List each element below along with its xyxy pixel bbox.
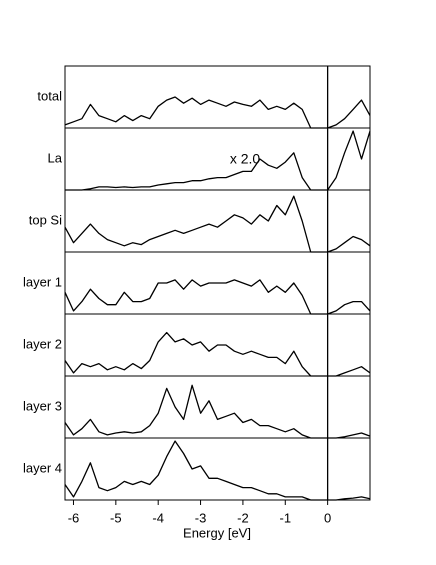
panel-frame xyxy=(64,375,371,439)
x-tick-label: -1 xyxy=(279,510,291,525)
annotation: x 2.0 xyxy=(230,151,261,167)
x-tick-label: -2 xyxy=(237,510,249,525)
panel-label: La xyxy=(48,150,63,165)
dos-curve xyxy=(64,440,371,501)
dos-curve xyxy=(65,130,371,191)
panel-frame xyxy=(64,189,371,253)
x-axis-label: Energy [eV] xyxy=(183,525,251,540)
x-tick-label: -4 xyxy=(152,510,164,525)
panel-frame xyxy=(64,127,371,191)
x-tick-label: -5 xyxy=(110,510,122,525)
dos-curve xyxy=(64,279,371,315)
x-tick-label: -3 xyxy=(195,510,207,525)
panel-frame xyxy=(64,437,371,501)
panel-label: layer 4 xyxy=(23,460,62,475)
panel-label: layer 2 xyxy=(23,336,62,351)
x-tick-label: -6 xyxy=(68,510,80,525)
panel-label: layer 3 xyxy=(23,398,62,413)
panel-frame xyxy=(64,65,371,129)
panel-label: layer 1 xyxy=(23,274,62,289)
dos-curve xyxy=(64,96,371,129)
dos-curve xyxy=(64,195,371,253)
x-tick-label: 0 xyxy=(324,510,331,525)
panel-label: top Si xyxy=(29,212,62,227)
dos-curve xyxy=(64,331,371,377)
panel-label: total xyxy=(37,88,62,103)
dos-curve xyxy=(64,384,371,439)
